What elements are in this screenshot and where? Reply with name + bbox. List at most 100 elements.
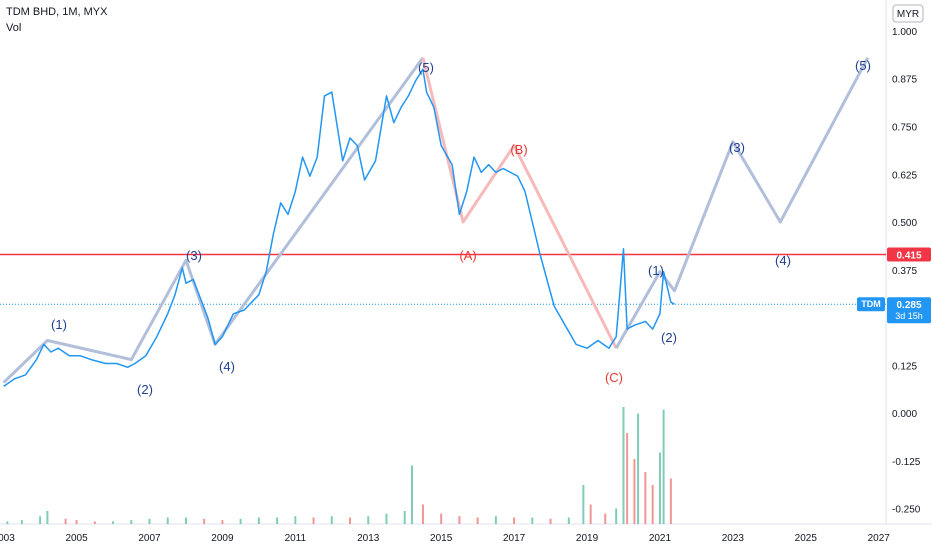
volume-bar <box>148 518 151 524</box>
volume-bar <box>385 513 388 524</box>
volume-bar <box>589 504 592 524</box>
volume-bar <box>567 517 570 524</box>
volume-bar <box>669 478 672 524</box>
volume-bar <box>494 516 497 524</box>
x-tick-label: 2025 <box>795 533 818 544</box>
currency-button[interactable]: MYR <box>892 4 924 23</box>
y-tick-label: -0.250 <box>892 505 921 516</box>
x-tick-label: 2003 <box>0 533 15 544</box>
volume-bar <box>582 485 585 524</box>
wave1-label-1: (1) <box>51 317 67 332</box>
volume-bar <box>604 513 607 524</box>
volume-bar <box>633 459 636 524</box>
x-tick-label: 2027 <box>868 533 891 544</box>
y-tick-label: 0.625 <box>892 170 917 181</box>
resistance-price-label: 0.415 <box>896 251 921 262</box>
volume-bar <box>622 407 625 524</box>
volume-bar <box>662 409 665 524</box>
volume-bar <box>20 520 23 524</box>
volume-bar <box>637 413 640 524</box>
volume-bar <box>203 518 206 524</box>
volume-bar <box>39 516 42 524</box>
impulse-wave-2-line[interactable] <box>614 56 870 349</box>
corrective-wave-line[interactable] <box>421 57 618 349</box>
volume-bar <box>349 517 352 524</box>
x-tick-label: 2019 <box>576 533 599 544</box>
volume-bar <box>93 521 96 524</box>
bar-countdown: 3d 15h <box>895 311 923 321</box>
resistance-price-badge: 0.415 <box>887 247 931 262</box>
volume-bar <box>166 517 169 524</box>
y-tick-label: 0.875 <box>892 75 917 86</box>
wave1-label-4: (4) <box>219 359 235 374</box>
volume-bar <box>221 520 224 524</box>
symbol-tag-label: TDM <box>861 299 881 309</box>
volume-bar <box>626 433 629 524</box>
volume-bar <box>330 516 333 524</box>
volume-bar <box>6 521 9 524</box>
volume-bar <box>403 511 406 524</box>
x-tick-label: 2021 <box>649 533 672 544</box>
x-tick-label: 2013 <box>357 533 380 544</box>
last-price-badge: 0.285 3d 15h <box>887 297 931 324</box>
volume-bar <box>658 452 661 524</box>
wave2-label-3: (3) <box>729 140 745 155</box>
volume-bar <box>440 513 443 524</box>
volume-bar <box>64 518 67 524</box>
y-tick-label: 0.375 <box>892 266 917 277</box>
y-tick-label: 1.000 <box>892 27 917 38</box>
volume-bar <box>294 516 297 524</box>
volume-bar <box>531 517 534 524</box>
y-tick-label: -0.125 <box>892 457 921 468</box>
volume-bar <box>458 516 461 524</box>
volume-bar <box>549 518 552 524</box>
wave1-label-5: (5) <box>418 60 434 75</box>
volume-bar <box>421 504 424 524</box>
volume-bar <box>411 465 414 524</box>
volume-bar <box>651 485 654 524</box>
volume-bar <box>644 472 647 524</box>
y-tick-label: 0.000 <box>892 409 917 420</box>
volume-bar <box>239 518 242 524</box>
currency-button-label: MYR <box>897 9 919 20</box>
symbol-title: TDM BHD, 1M, MYX <box>6 6 108 18</box>
y-tick-label: 0.500 <box>892 218 917 229</box>
wave-label-a: (A) <box>459 248 476 263</box>
volume-bar <box>75 520 78 524</box>
volume-bar <box>476 517 479 524</box>
price-axis: 1.000 0.875 0.750 0.625 0.500 0.375 0.125 0.000… <box>892 27 921 516</box>
volume-bar <box>112 521 115 524</box>
wave1-label-2: (2) <box>137 382 153 397</box>
wave2-label-5: (5) <box>855 58 871 73</box>
wave2-label-2: (2) <box>661 330 677 345</box>
y-tick-label: 0.750 <box>892 122 917 133</box>
x-tick-label: 2015 <box>430 533 453 544</box>
volume-bar <box>257 517 260 524</box>
volume-bar <box>513 517 516 524</box>
volume-bar <box>312 517 315 524</box>
volume-bar <box>46 511 49 524</box>
wave1-label-3: (3) <box>186 248 202 263</box>
wave2-label-1: (1) <box>648 263 664 278</box>
x-tick-label: 2011 <box>285 533 307 544</box>
x-tick-label: 2007 <box>138 533 161 544</box>
x-tick-label: 2023 <box>722 533 745 544</box>
volume-bar <box>184 517 187 524</box>
symbol-tag[interactable]: TDM <box>857 297 885 312</box>
volume-indicator-label: Vol <box>6 22 22 34</box>
x-tick-label: 2005 <box>65 533 88 544</box>
x-tick-label: 2017 <box>503 533 526 544</box>
volume-bars <box>6 407 672 524</box>
y-tick-label: 0.125 <box>892 361 917 372</box>
last-price-label: 0.285 <box>896 300 921 311</box>
volume-bar <box>276 517 279 524</box>
volume-bar <box>130 520 133 524</box>
x-tick-label: 2009 <box>211 533 234 544</box>
wave-label-b: (B) <box>510 142 527 157</box>
price-series-line <box>3 68 675 388</box>
impulse-wave-1-line[interactable] <box>2 56 425 384</box>
volume-bar <box>615 508 618 524</box>
time-axis: 2003 2005 2007 2009 2011 2013 2015 2017 2019 2021… <box>0 533 890 544</box>
volume-bar <box>367 516 370 524</box>
